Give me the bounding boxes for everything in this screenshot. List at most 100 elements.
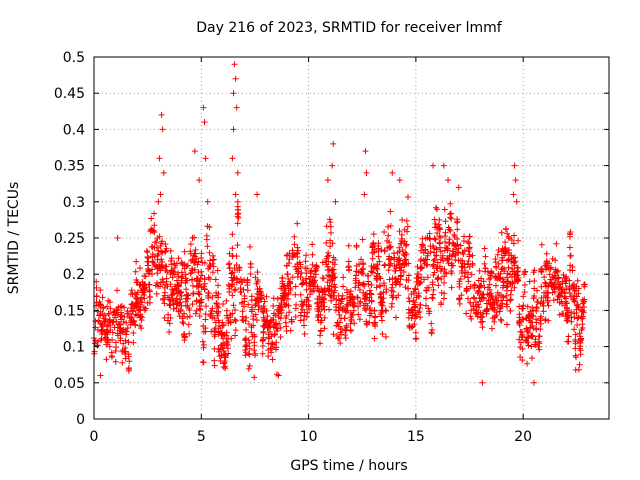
data-point <box>548 264 555 271</box>
data-point <box>178 259 185 266</box>
data-point <box>181 248 188 255</box>
data-point <box>216 346 223 353</box>
data-point <box>368 310 375 317</box>
data-point <box>195 290 202 297</box>
data-point <box>419 243 426 250</box>
data-point <box>128 301 135 308</box>
data-point <box>108 352 115 359</box>
data-point <box>163 263 170 270</box>
data-point <box>350 307 357 314</box>
data-point <box>130 318 137 324</box>
data-point <box>551 286 558 293</box>
data-point <box>250 322 257 329</box>
data-point <box>398 272 405 279</box>
data-point <box>445 177 452 184</box>
data-point <box>413 313 420 320</box>
data-point <box>330 140 337 147</box>
data-point <box>563 304 570 311</box>
data-point <box>252 350 259 357</box>
data-point <box>466 233 473 240</box>
data-point <box>424 274 431 281</box>
data-point <box>190 290 197 297</box>
data-point <box>575 304 582 311</box>
data-point <box>191 234 198 241</box>
data-point <box>211 362 218 369</box>
data-point <box>268 349 275 356</box>
data-point <box>234 242 241 249</box>
data-point <box>579 315 586 322</box>
data-point <box>502 250 509 257</box>
data-point <box>411 290 418 297</box>
data-point <box>535 338 542 345</box>
data-point <box>540 302 547 309</box>
data-point <box>546 271 553 278</box>
data-point <box>417 314 424 321</box>
data-point <box>164 283 171 290</box>
data-point <box>440 257 447 264</box>
data-point <box>188 269 195 276</box>
data-point <box>337 331 344 338</box>
data-point <box>563 285 570 292</box>
data-point <box>121 313 128 320</box>
data-point <box>468 315 475 322</box>
data-point <box>415 292 422 299</box>
data-point <box>428 320 435 327</box>
data-point <box>576 361 583 368</box>
data-point <box>573 309 580 316</box>
data-point <box>502 225 509 232</box>
data-point <box>352 284 359 291</box>
data-point <box>126 358 133 365</box>
data-point <box>207 257 214 264</box>
data-point <box>229 281 236 288</box>
data-point <box>258 295 265 302</box>
data-point <box>267 328 274 335</box>
data-point <box>259 343 266 350</box>
data-point <box>378 246 385 253</box>
data-point <box>272 312 279 319</box>
data-point <box>379 317 386 324</box>
data-point <box>448 215 455 222</box>
data-point <box>524 360 531 367</box>
data-point <box>536 333 543 340</box>
data-point <box>511 162 518 169</box>
data-point <box>303 313 310 320</box>
data-point <box>574 277 581 284</box>
data-point <box>344 307 351 314</box>
data-point <box>244 277 251 284</box>
data-point <box>575 366 582 373</box>
data-point <box>300 322 307 329</box>
data-point <box>160 296 167 303</box>
data-point <box>519 345 526 352</box>
data-point <box>136 265 143 272</box>
data-point <box>268 333 275 340</box>
data-point <box>305 298 312 305</box>
data-point <box>415 293 422 300</box>
data-point <box>402 249 409 256</box>
data-point <box>230 90 237 97</box>
data-point <box>312 271 319 278</box>
data-point <box>433 204 440 211</box>
data-point <box>468 271 475 278</box>
data-point <box>560 311 567 318</box>
x-tick-label: 15 <box>407 429 425 445</box>
data-point <box>301 330 308 337</box>
data-point <box>368 297 375 304</box>
data-point <box>309 251 316 258</box>
data-point <box>354 294 361 301</box>
data-point <box>275 372 282 379</box>
data-point <box>212 276 219 283</box>
data-point <box>370 241 377 248</box>
data-point <box>141 307 148 314</box>
data-point <box>412 335 419 342</box>
data-point <box>341 315 348 322</box>
data-point <box>146 294 153 301</box>
y-tick-label: 0.4 <box>63 122 85 138</box>
data-point <box>554 269 561 276</box>
data-point <box>170 305 177 312</box>
data-point <box>383 289 390 296</box>
data-point <box>330 266 337 273</box>
data-point <box>214 282 221 289</box>
data-point <box>243 326 250 333</box>
data-point <box>438 276 445 283</box>
data-point <box>284 295 291 302</box>
